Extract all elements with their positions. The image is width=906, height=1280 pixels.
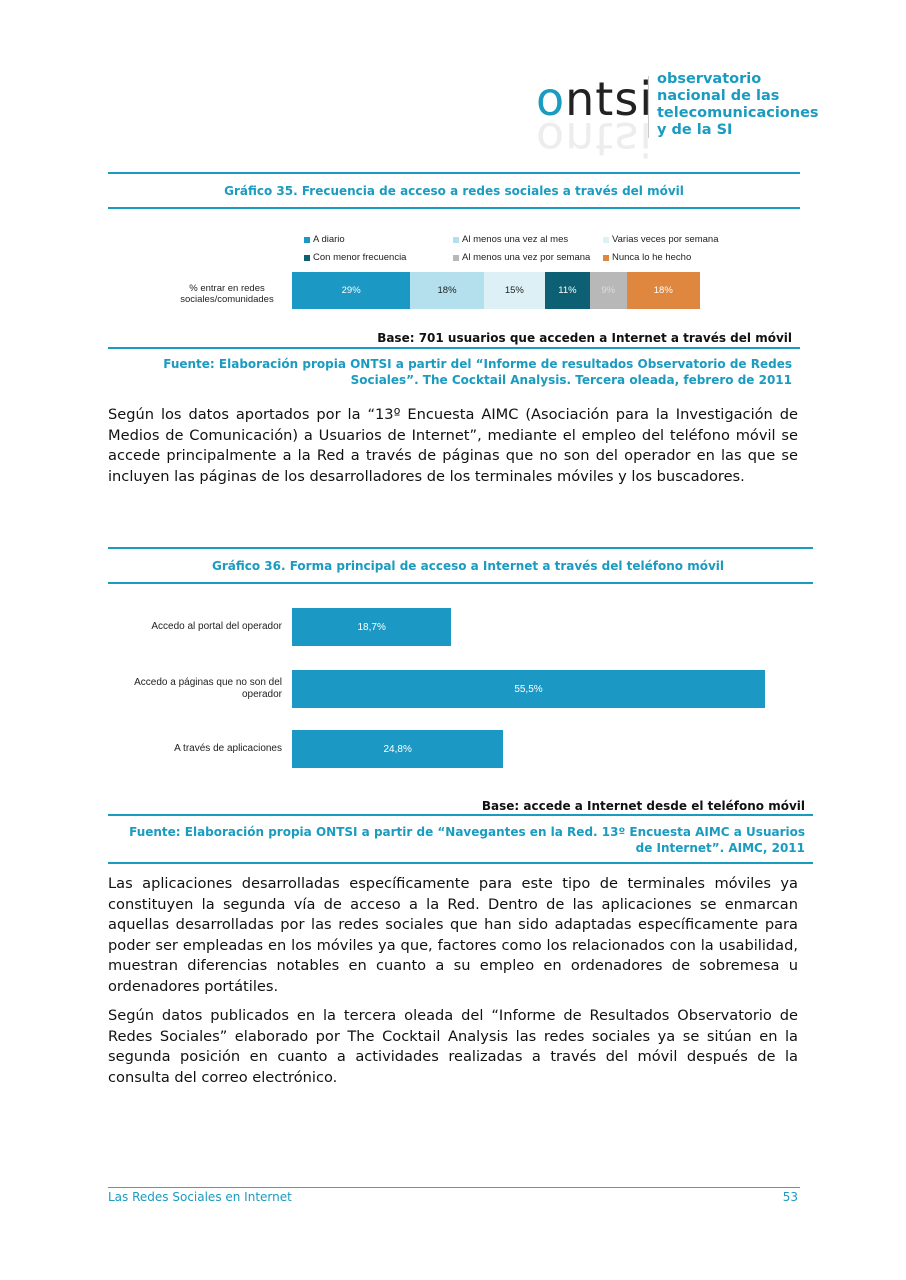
paragraph: Las aplicaciones desarrolladas específic… [108, 875, 798, 995]
chart-base: Base: 701 usuarios que acceden a Interne… [377, 331, 792, 345]
legend-item: Varias veces por semana [603, 234, 719, 245]
divider [108, 547, 813, 549]
bar: 18,7% [292, 608, 452, 646]
source-line: de Internet”. AIMC, 2011 [635, 841, 805, 855]
divider [108, 172, 800, 174]
paragraph: Según los datos aportados por la “13º En… [108, 406, 798, 485]
logo-divider [648, 76, 649, 138]
logo-line: telecomunicaciones [657, 105, 819, 121]
footer-divider [108, 1187, 800, 1188]
logo-line: nacional de las [657, 88, 780, 104]
legend-swatch [453, 236, 459, 243]
legend-label: Nunca lo he hecho [612, 252, 692, 263]
legend-label: Al menos una vez al mes [462, 234, 569, 245]
legend-item: Con menor frecuencia [304, 252, 406, 263]
logo-text: observatorio nacional de las telecomunic… [657, 71, 819, 139]
divider [108, 347, 800, 349]
chart-title: Gráfico 35. Frecuencia de acceso a redes… [224, 184, 684, 198]
legend-item: Al menos una vez por semana [453, 252, 590, 263]
source-line: Fuente: Elaboración propia ONTSI a parti… [129, 825, 805, 839]
legend-item: A diario [304, 234, 345, 245]
logo: ontsi [536, 72, 654, 126]
bar: 55,5% [292, 670, 765, 708]
legend-label: A diario [313, 234, 345, 245]
logo-reflection: ontsi [536, 112, 654, 166]
legend-swatch [304, 254, 310, 261]
chart-source: Fuente: Elaboración propia ONTSI a parti… [108, 824, 805, 856]
divider [108, 582, 813, 584]
legend-item: Al menos una vez al mes [453, 234, 568, 245]
logo-line: observatorio [657, 71, 762, 87]
category-label: % entrar en redes sociales/comunidades [180, 283, 274, 305]
bar-segment: 18% [410, 272, 484, 309]
legend-label: Con menor frecuencia [313, 252, 407, 263]
bar: 24,8% [292, 730, 504, 768]
bar-segment: 18% [626, 272, 700, 309]
bar-segment: 11% [544, 272, 590, 309]
source-line: Sociales”. The Cocktail Analysis. Tercer… [350, 373, 792, 387]
footer-title: Las Redes Sociales en Internet [108, 1190, 292, 1204]
divider [108, 814, 813, 816]
page-number: 53 [782, 1190, 798, 1204]
chart-title: Gráfico 36. Forma principal de acceso a … [211, 559, 725, 573]
source-line: Fuente: Elaboración propia ONTSI a parti… [163, 357, 792, 371]
divider [108, 207, 800, 209]
bar-segment: 15% [483, 272, 545, 309]
paragraph: Según datos publicados en la tercera ole… [108, 1007, 798, 1086]
bar-segment: 9% [589, 272, 627, 309]
category-label: Accedo a páginas que no son del operador [134, 677, 282, 700]
category-label: Accedo al portal del operador [151, 621, 282, 632]
chart-source: Fuente: Elaboración propia ONTSI a parti… [108, 356, 792, 388]
legend-label: Al menos una vez por semana [462, 252, 591, 263]
divider [108, 862, 813, 864]
legend-swatch [453, 254, 459, 261]
logo-line: y de la SI [657, 122, 733, 138]
chart-base: Base: accede a Internet desde el teléfon… [481, 799, 805, 813]
bar-segment: 29% [292, 272, 411, 309]
legend-swatch [603, 236, 609, 243]
category-label: A través de aplicaciones [174, 743, 282, 754]
legend-swatch [603, 254, 609, 261]
legend-label: Varias veces por semana [612, 234, 719, 245]
legend-item: Nunca lo he hecho [603, 252, 691, 263]
legend-swatch [304, 236, 310, 243]
